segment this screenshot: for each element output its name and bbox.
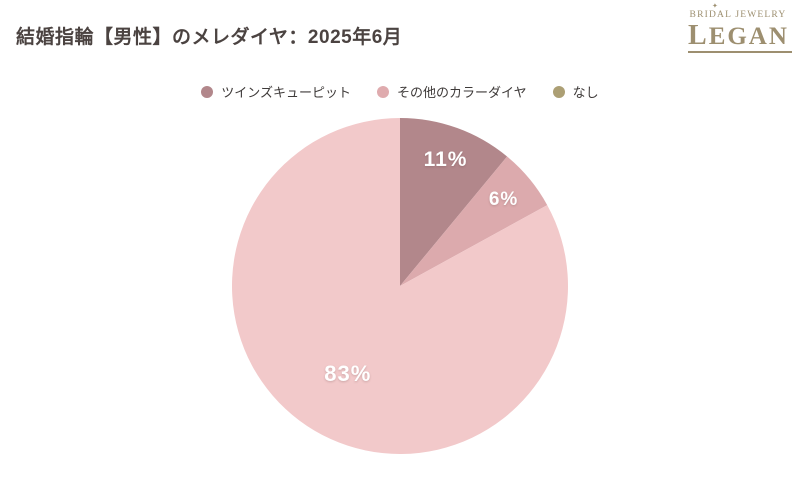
pie-slice [232,118,568,454]
logo-initial: L [688,20,709,51]
logo-subtitle: ✦ BRIDAL JEWELRY [688,2,788,20]
page-title: 結婚指輪【男性】のメレダイヤ：2025年6月 [16,27,403,48]
pie-slice-label: 6% [488,189,519,211]
pie-slice-label: 11% [423,147,468,171]
legend-swatch [552,85,565,98]
logo-subtitle-text: BRIDAL JEWELRY [689,10,787,20]
pie-chart: 11% 6% 83% [232,118,568,454]
chart-legend: ツインズキューピット その他のカラーダイヤ なし [0,82,800,101]
pie-slice-label: 83% [324,361,372,387]
logo-name-rest: EGAN [708,23,789,50]
brand-logo: ✦ BRIDAL JEWELRY LEGAN [688,2,792,54]
pie-slice [400,156,548,286]
legend-swatch [201,85,214,98]
legend-label: その他のカラーダイヤ [397,85,527,100]
legend-label: ツインズキューピット [221,85,352,100]
legend-item: なし [552,82,599,101]
sparkle-icon: ✦ [712,2,720,10]
legend-item: その他のカラーダイヤ [377,82,527,101]
pie-chart-svg [232,118,568,454]
legend-label: なし [572,85,599,100]
legend-swatch [377,85,390,98]
pie-slice [400,118,508,286]
logo-name: LEGAN [688,20,792,54]
legend-item: ツインズキューピット [201,82,351,101]
